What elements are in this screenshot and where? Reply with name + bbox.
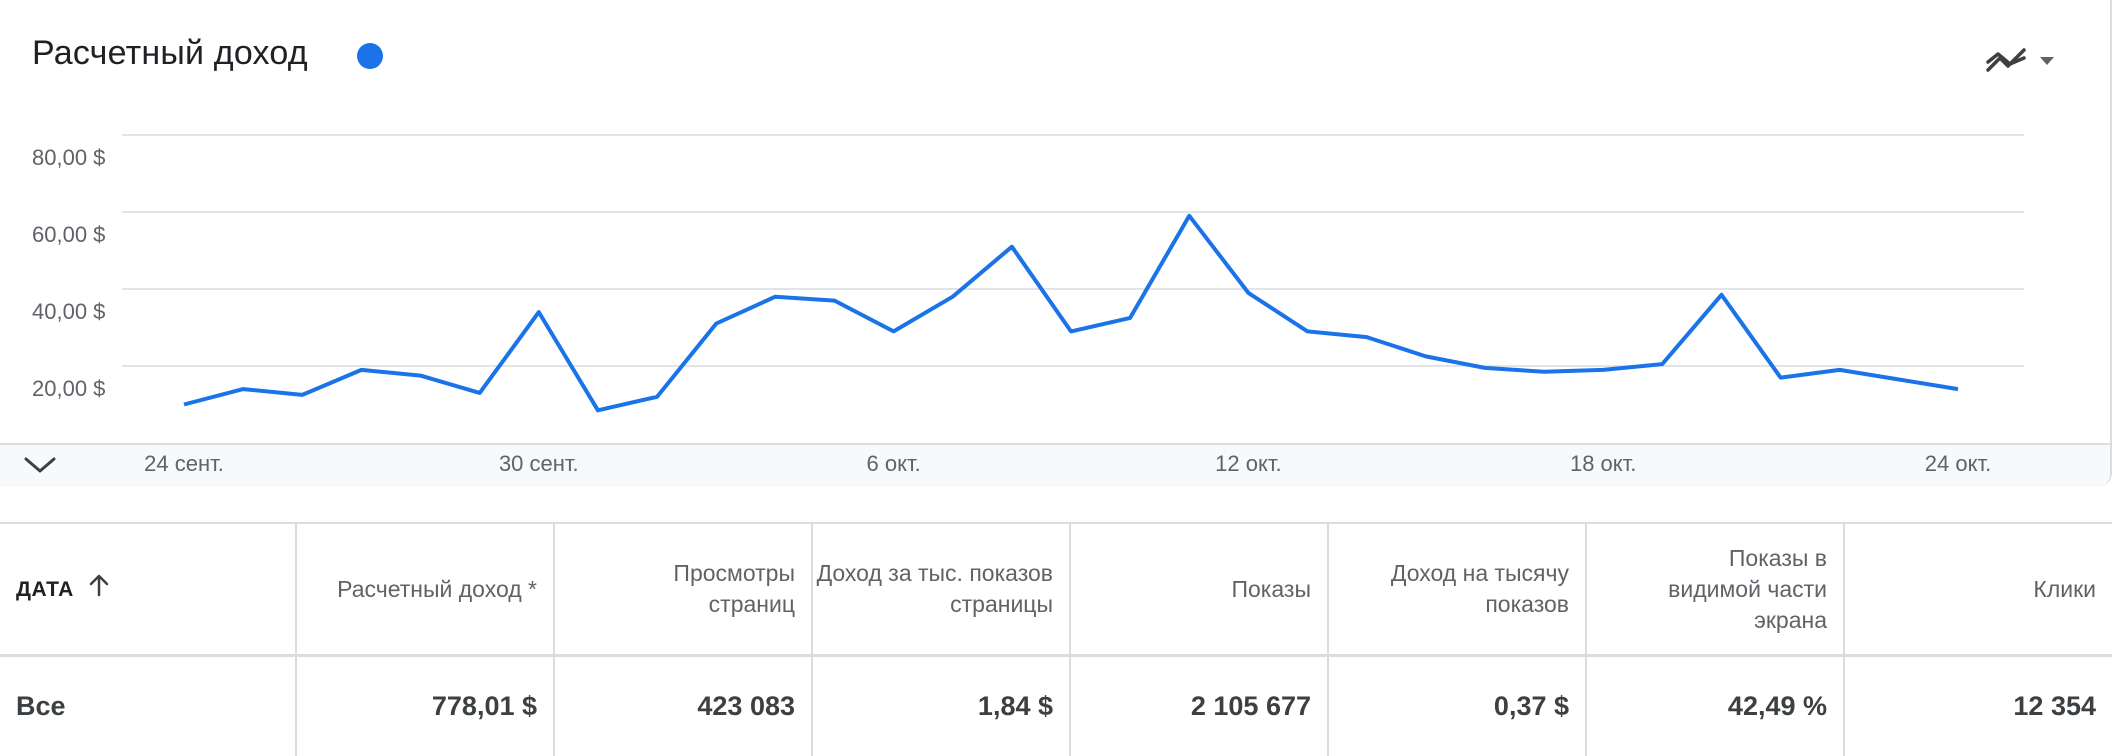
- estimated-earnings-card: Расчетный доход 24 сент. 30 сент. 6 окт. 12…: [0, 0, 2112, 487]
- cell-page-rpm: 1,84 $: [813, 657, 1071, 756]
- report-table: ДАТА Расчетный доход * Просмотры страниц…: [0, 522, 2112, 756]
- y-tick-label: 80,00 $: [32, 145, 106, 170]
- collapse-chart-button[interactable]: [20, 451, 60, 479]
- trend-compare-icon: [1986, 48, 2054, 72]
- table-row: Все 778,01 $ 423 083 1,84 $ 2 105 677 0,…: [0, 657, 2112, 756]
- column-header-clicks[interactable]: Клики: [1845, 524, 2112, 654]
- cell-page-views: 423 083: [555, 657, 813, 756]
- row-date-cell: Все: [0, 657, 297, 756]
- column-header-page-rpm[interactable]: Доход за тыс. показов страницы: [813, 524, 1071, 654]
- y-tick-label: 60,00 $: [32, 222, 106, 247]
- series-legend-dot: [357, 43, 383, 69]
- cell-active-view-viewable: 42,49 %: [1587, 657, 1845, 756]
- column-header-impressions[interactable]: Показы: [1071, 524, 1329, 654]
- header-label: Показы: [1231, 575, 1311, 602]
- chart-type-selector[interactable]: [1982, 40, 2062, 80]
- header-label: Клики: [2033, 575, 2096, 602]
- cell-impressions: 2 105 677: [1071, 657, 1329, 756]
- header-label: Показы в видимой части экрана: [1668, 544, 1827, 633]
- cell-impression-rpm: 0,37 $: [1329, 657, 1587, 756]
- x-axis-band: [0, 443, 2110, 487]
- x-tick-label: 24 окт.: [1924, 451, 1992, 476]
- x-tick-label: 6 окт.: [866, 451, 921, 476]
- x-tick-label: 18 окт.: [1569, 451, 1637, 476]
- date-header-label: ДАТА: [16, 577, 74, 601]
- header-label: Доход за тыс. показов страницы: [816, 560, 1053, 617]
- header-label: Расчетный доход *: [337, 575, 537, 602]
- column-header-impression-rpm[interactable]: Доход на тысячу показов: [1329, 524, 1587, 654]
- cell-clicks: 12 354: [2013, 691, 2096, 721]
- column-header-page-views[interactable]: Просмотры страниц: [555, 524, 813, 654]
- arrow-upward-icon[interactable]: [88, 573, 110, 606]
- y-tick-label: 40,00 $: [32, 299, 106, 324]
- x-tick-label: 24 сент.: [144, 451, 224, 476]
- chevron-down-icon: [24, 457, 56, 473]
- y-tick-label: 20,00 $: [32, 376, 106, 401]
- row-date-value: Все: [16, 691, 66, 721]
- arrow-drop-down-icon: [2040, 57, 2054, 65]
- cell-estimated-earnings: 778,01 $: [297, 657, 555, 756]
- earnings-line-chart: [122, 134, 2024, 413]
- column-header-active-view-viewable[interactable]: Показы в видимой части экрана: [1587, 524, 1845, 654]
- column-header-date[interactable]: ДАТА: [0, 524, 297, 654]
- table-header-row: ДАТА Расчетный доход * Просмотры страниц…: [0, 524, 2112, 657]
- column-header-estimated-earnings[interactable]: Расчетный доход *: [297, 524, 555, 654]
- header-label: Доход на тысячу показов: [1390, 560, 1569, 617]
- x-tick-label: 30 сент.: [498, 451, 579, 476]
- series-line: [183, 213, 1959, 413]
- header-label: Просмотры страниц: [673, 560, 795, 617]
- card-title: Расчетный доход: [32, 34, 308, 72]
- x-tick-label: 12 окт.: [1215, 451, 1282, 476]
